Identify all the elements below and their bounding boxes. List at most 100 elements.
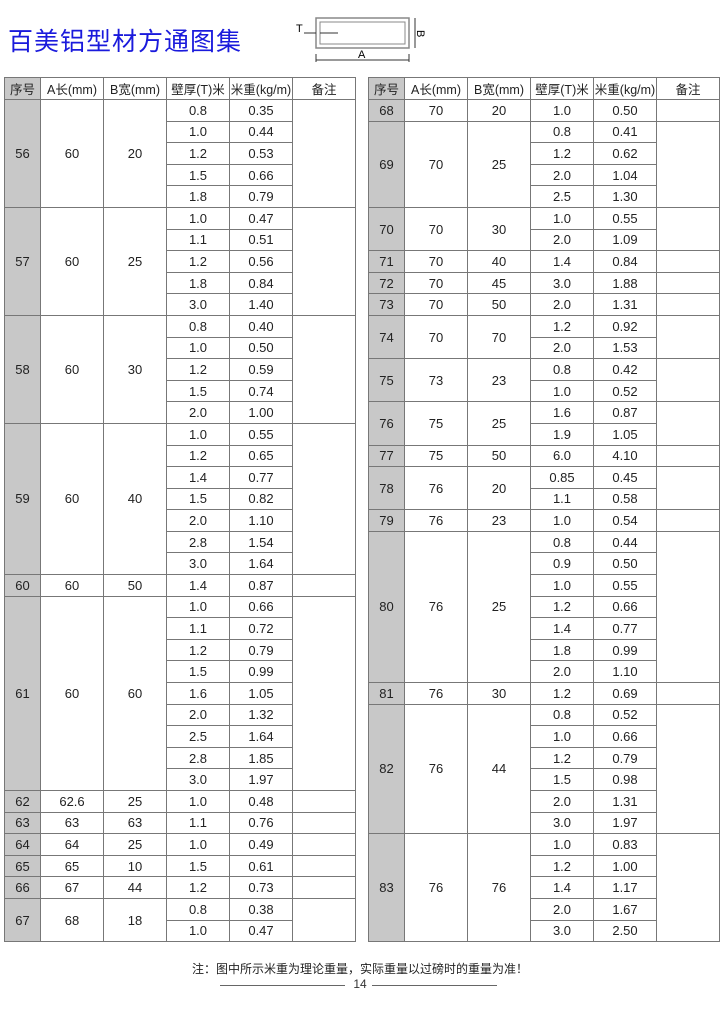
width-b: 25 <box>467 120 531 208</box>
wall-thickness: 1.1 <box>166 228 230 252</box>
remark <box>292 595 356 792</box>
table-row: 1.2 0.79 <box>5 638 356 662</box>
weight-per-meter: 1.64 <box>229 725 293 748</box>
weight-per-meter: 0.77 <box>229 466 293 489</box>
table-row: 56 60 20 0.8 0.35 <box>4 99 356 208</box>
remark <box>656 99 720 122</box>
weight-per-meter: 0.92 <box>593 314 657 338</box>
column-header: 米重(kg/m) <box>593 77 657 100</box>
wall-thickness: 2.0 <box>530 897 594 921</box>
table-row: 73 70 50 2.0 1.31 <box>368 293 720 316</box>
wall-thickness: 1.6 <box>530 401 594 424</box>
table-row: 2.0 1.32 <box>5 703 356 727</box>
remark <box>656 682 720 705</box>
width-b: 50 <box>103 574 167 597</box>
remark <box>656 314 720 360</box>
table-row: 1.0 0.44 <box>5 120 356 144</box>
width-b: 25 <box>103 790 167 813</box>
label-b: B <box>414 30 426 37</box>
page-title: 百美铝型材方通图集 <box>8 28 243 56</box>
weight-per-meter: 0.52 <box>593 379 657 403</box>
wall-thickness: 1.0 <box>166 595 230 619</box>
wall-thickness: 2.0 <box>530 660 594 684</box>
length-a: 75 <box>404 401 468 446</box>
wall-thickness: 1.2 <box>166 876 230 899</box>
weight-per-meter: 1.17 <box>593 876 657 899</box>
column-header: B宽(mm) <box>467 77 531 100</box>
wall-thickness: 0.8 <box>166 897 230 921</box>
serial-number: 74 <box>368 314 405 360</box>
width-b: 25 <box>103 833 167 856</box>
wall-thickness: 1.0 <box>166 833 230 856</box>
width-b: 40 <box>103 422 167 576</box>
length-a: 64 <box>40 833 104 856</box>
label-t: T <box>296 23 303 35</box>
table-row: 2.0 1.04 <box>369 163 720 187</box>
length-a: 60 <box>40 574 104 597</box>
table-row: 2.5 1.30 <box>369 185 720 208</box>
wall-thickness: 2.0 <box>166 401 230 424</box>
wall-thickness: 1.2 <box>530 314 594 338</box>
weight-per-meter: 1.31 <box>593 790 657 813</box>
column-header: 序号 <box>368 77 405 100</box>
width-b: 30 <box>103 314 167 424</box>
remark <box>656 401 720 446</box>
weight-per-meter: 0.98 <box>593 768 657 791</box>
weight-per-meter: 1.88 <box>593 271 657 295</box>
width-b: 30 <box>467 206 531 252</box>
weight-per-meter: 1.32 <box>229 703 293 727</box>
header-row: 序号 A长(mm) B宽(mm) 壁厚(T)米 米重(kg/m) 备注 <box>4 77 356 100</box>
wall-thickness: 1.2 <box>166 142 230 165</box>
wall-thickness: 1.0 <box>166 120 230 144</box>
weight-per-meter: 1.54 <box>229 530 293 554</box>
weight-per-meter: 0.44 <box>593 530 657 554</box>
length-a: 70 <box>404 293 468 316</box>
weight-per-meter: 0.47 <box>229 919 293 943</box>
remark <box>656 250 720 273</box>
weight-per-meter: 0.61 <box>229 854 293 878</box>
wall-thickness: 1.4 <box>530 250 594 273</box>
remark <box>292 811 356 835</box>
serial-number: 58 <box>4 314 41 424</box>
width-b: 25 <box>467 530 531 684</box>
table-row: 1.5 0.74 <box>5 379 356 403</box>
width-b: 50 <box>467 444 531 468</box>
wall-thickness: 1.2 <box>530 746 594 770</box>
serial-number: 68 <box>368 99 405 122</box>
weight-per-meter: 0.84 <box>593 250 657 273</box>
weight-per-meter: 0.79 <box>229 638 293 662</box>
table-row: 69 70 25 0.8 0.41 <box>368 120 720 208</box>
serial-number: 73 <box>368 293 405 316</box>
weight-per-meter: 1.64 <box>229 552 293 576</box>
weight-per-meter: 4.10 <box>593 444 657 468</box>
column-header: 序号 <box>4 77 41 100</box>
table-row: 71 70 40 1.4 0.84 <box>368 250 720 273</box>
table-row: 78 76 20 0.85 0.45 <box>368 466 720 511</box>
width-b: 50 <box>467 293 531 316</box>
wall-thickness: 1.6 <box>166 682 230 705</box>
wall-thickness: 1.5 <box>166 660 230 684</box>
length-a: 76 <box>404 509 468 532</box>
wall-thickness: 2.0 <box>530 293 594 316</box>
serial-number: 56 <box>4 99 41 208</box>
remark <box>292 876 356 899</box>
weight-per-meter: 0.59 <box>229 358 293 381</box>
table-row: 2.0 1.53 <box>369 336 720 360</box>
table-row: 3.0 1.97 <box>5 768 356 791</box>
weight-per-meter: 0.45 <box>593 466 657 489</box>
weight-per-meter: 0.62 <box>593 142 657 165</box>
weight-per-meter: 0.44 <box>229 120 293 144</box>
weight-per-meter: 1.05 <box>229 682 293 705</box>
weight-per-meter: 1.30 <box>593 185 657 208</box>
wall-thickness: 1.0 <box>530 509 594 532</box>
remark <box>656 530 720 684</box>
wall-thickness: 0.8 <box>530 530 594 554</box>
remark <box>656 833 720 943</box>
serial-number: 79 <box>368 509 405 532</box>
wall-thickness: 1.4 <box>166 574 230 597</box>
weight-per-meter: 0.53 <box>229 142 293 165</box>
wall-thickness: 3.0 <box>166 293 230 316</box>
wall-thickness: 1.2 <box>530 595 594 619</box>
length-a: 76 <box>404 466 468 511</box>
weight-per-meter: 0.52 <box>593 703 657 727</box>
